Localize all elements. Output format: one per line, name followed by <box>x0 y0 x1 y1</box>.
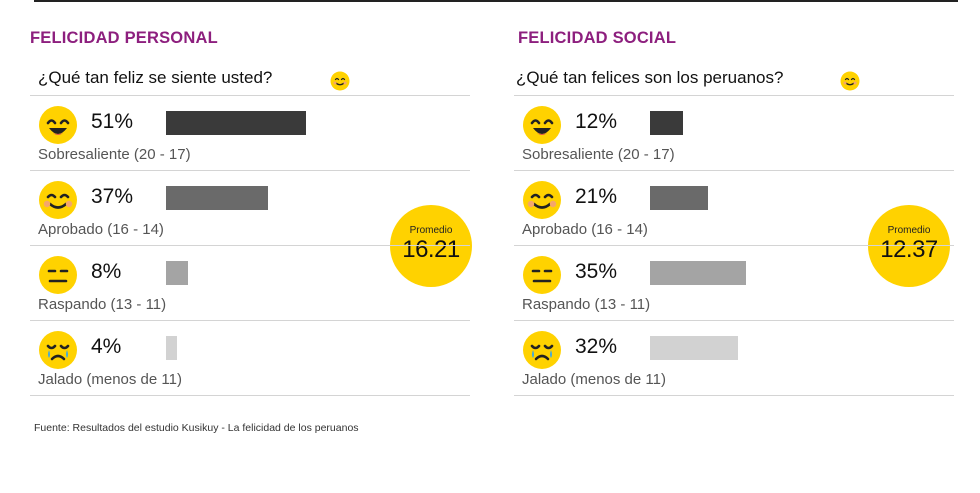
divider <box>514 395 954 396</box>
happy-face-icon <box>523 106 561 144</box>
chart-title: FELICIDAD SOCIAL <box>518 29 677 47</box>
chart-subtitle: ¿Qué tan feliz se siente usted? <box>38 68 273 87</box>
neutral-face-icon <box>523 256 561 294</box>
bar <box>166 261 188 285</box>
average-value: 16.21 <box>402 236 460 263</box>
chart-row: 21% Aprobado (16 - 14) <box>514 172 954 246</box>
divider <box>30 170 470 171</box>
bar <box>166 336 177 360</box>
value-label: 4% <box>91 335 122 358</box>
top-rule <box>34 0 958 2</box>
crying-face-icon <box>39 331 77 369</box>
smiling-face-icon <box>39 181 77 219</box>
category-label: Sobresaliente (20 - 17) <box>38 146 191 163</box>
smiling-face-icon <box>523 181 561 219</box>
happy-face-icon <box>39 106 77 144</box>
chart-row: 8% Raspando (13 - 11) <box>30 247 470 321</box>
divider <box>514 320 954 321</box>
bar <box>166 111 306 135</box>
average-value: 12.37 <box>880 236 938 263</box>
value-label: 51% <box>91 110 134 133</box>
category-label: Raspando (13 - 11) <box>522 296 651 313</box>
value-label: 37% <box>91 185 134 208</box>
value-label: 12% <box>575 110 618 133</box>
category-label: Jalado (menos de 11) <box>522 371 666 388</box>
smiling-face-icon <box>330 71 350 91</box>
bar <box>650 261 746 285</box>
source-note: Fuente: Resultados del estudio Kusikuy -… <box>34 422 359 434</box>
smiling-face-icon <box>840 71 860 91</box>
chart-row: 4% Jalado (menos de 11) <box>30 322 470 396</box>
divider <box>514 245 954 246</box>
category-label: Aprobado (16 - 14) <box>522 221 648 238</box>
divider <box>30 395 470 396</box>
divider <box>514 170 954 171</box>
value-label: 21% <box>575 185 618 208</box>
chart-row: 35% Raspando (13 - 11) <box>514 247 954 321</box>
value-label: 32% <box>575 335 618 358</box>
category-label: Jalado (menos de 11) <box>38 371 182 388</box>
average-label: Promedio <box>409 225 453 236</box>
chart-subtitle: ¿Qué tan felices son los peruanos? <box>516 68 784 87</box>
value-label: 8% <box>91 260 122 283</box>
chart-title: FELICIDAD PERSONAL <box>30 29 218 47</box>
crying-face-icon <box>523 331 561 369</box>
average-badge: Promedio 12.37 <box>868 205 950 287</box>
panel-social: FELICIDAD SOCIAL ¿Qué tan felices son lo… <box>514 0 954 400</box>
bar <box>650 186 708 210</box>
bar <box>650 111 683 135</box>
chart-row: 51% Sobresaliente (20 - 17) <box>30 97 470 171</box>
category-label: Raspando (13 - 11) <box>38 296 167 313</box>
chart-row: 37% Aprobado (16 - 14) <box>30 172 470 246</box>
bar <box>650 336 738 360</box>
average-label: Promedio <box>887 225 931 236</box>
chart-row: 12% Sobresaliente (20 - 17) <box>514 97 954 171</box>
value-label: 35% <box>575 260 618 283</box>
chart-row: 32% Jalado (menos de 11) <box>514 322 954 396</box>
divider <box>514 95 954 96</box>
neutral-face-icon <box>39 256 77 294</box>
divider <box>30 95 470 96</box>
average-badge: Promedio 16.21 <box>390 205 472 287</box>
panel-personal: FELICIDAD PERSONAL ¿Qué tan feliz se sie… <box>30 0 472 400</box>
category-label: Sobresaliente (20 - 17) <box>522 146 675 163</box>
divider <box>30 320 470 321</box>
category-label: Aprobado (16 - 14) <box>38 221 164 238</box>
bar <box>166 186 268 210</box>
divider <box>30 245 470 246</box>
